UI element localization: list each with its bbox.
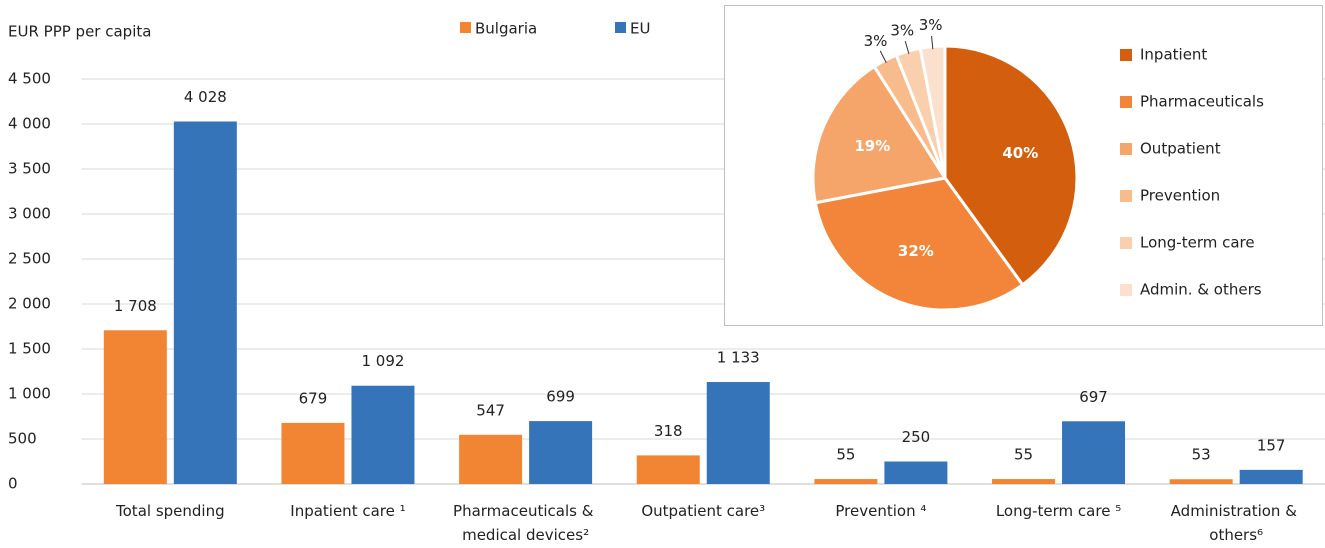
y-tick-label: 4 500 (8, 70, 51, 88)
y-tick-label: 1 500 (8, 340, 51, 358)
legend-label: Prevention (1140, 187, 1220, 205)
x-tick-label: Administration & others⁶ (1171, 502, 1302, 544)
x-tick-label: Total spending (115, 502, 225, 520)
data-label: 318 (654, 422, 683, 440)
data-label: 697 (1079, 388, 1108, 406)
y-tick-label: 500 (8, 430, 37, 448)
y-axis-label: EUR PPP per capita (8, 23, 151, 41)
bar (636, 455, 700, 484)
x-tick-label: Inpatient care ¹ (290, 502, 405, 520)
data-label: 699 (546, 388, 575, 406)
legend-label: Bulgaria (475, 20, 537, 38)
y-tick-label: 3 000 (8, 205, 51, 223)
y-tick-label: 2 000 (8, 295, 51, 313)
data-label: 53 (1192, 446, 1211, 464)
x-tick-label: Pharmaceuticals & medical devices² (453, 502, 598, 544)
legend-swatch (1120, 143, 1132, 155)
legend-label: Outpatient (1140, 140, 1221, 158)
legend-label: Pharmaceuticals (1140, 93, 1264, 111)
x-tick-label: Prevention ⁴ (835, 502, 926, 520)
slice-label: 19% (854, 137, 890, 155)
slice-label: 3% (864, 32, 888, 50)
data-label: 250 (902, 428, 931, 446)
legend-swatch (1120, 49, 1132, 61)
y-tick-label: 0 (8, 475, 18, 493)
bar (706, 382, 770, 484)
y-tick-label: 2 500 (8, 250, 51, 268)
bar (173, 121, 237, 484)
legend-label: Admin. & others (1140, 281, 1262, 299)
data-label: 547 (476, 401, 505, 419)
data-label: 55 (836, 446, 855, 464)
legend-swatch (1120, 190, 1132, 202)
legend-label: Inpatient (1140, 46, 1207, 64)
x-tick-label: Outpatient care³ (641, 502, 765, 520)
bar (814, 479, 878, 484)
leader-line (931, 36, 934, 50)
legend-label: EU (630, 20, 650, 38)
y-tick-label: 3 500 (8, 160, 51, 178)
slice-label: 32% (898, 242, 934, 260)
y-tick-label: 1 000 (8, 385, 51, 403)
legend-swatch (1120, 284, 1132, 296)
legend-label: Long-term care (1140, 234, 1255, 252)
pie-slice (943, 44, 1079, 287)
legend-swatch (1120, 96, 1132, 108)
pie-slice (813, 176, 1025, 312)
legend-swatch (615, 22, 626, 33)
data-label: 157 (1257, 436, 1286, 454)
x-tick-label: Long-term care ⁵ (996, 502, 1121, 520)
bar (459, 434, 523, 484)
legend-swatch (460, 22, 471, 33)
bar (884, 461, 948, 484)
slice-label: 3% (919, 16, 943, 34)
pie-slice (811, 64, 948, 205)
data-label: 4 028 (184, 88, 227, 106)
y-tick-label: 4 000 (8, 115, 51, 133)
legend-swatch (1120, 237, 1132, 249)
bar (103, 330, 167, 484)
leader-line (879, 50, 887, 63)
data-label: 1 133 (717, 349, 760, 367)
bar (1062, 421, 1126, 484)
bar (529, 421, 593, 484)
bar (281, 422, 345, 484)
slice-label: 3% (890, 21, 914, 39)
bar (1239, 469, 1303, 484)
data-label: 679 (299, 389, 328, 407)
bar (992, 479, 1056, 484)
bar (1169, 479, 1233, 484)
bar (351, 385, 415, 484)
leader-line (904, 40, 910, 54)
data-label: 1 708 (114, 297, 157, 315)
data-label: 1 092 (361, 352, 404, 370)
data-label: 55 (1014, 446, 1033, 464)
slice-label: 40% (1002, 144, 1038, 162)
